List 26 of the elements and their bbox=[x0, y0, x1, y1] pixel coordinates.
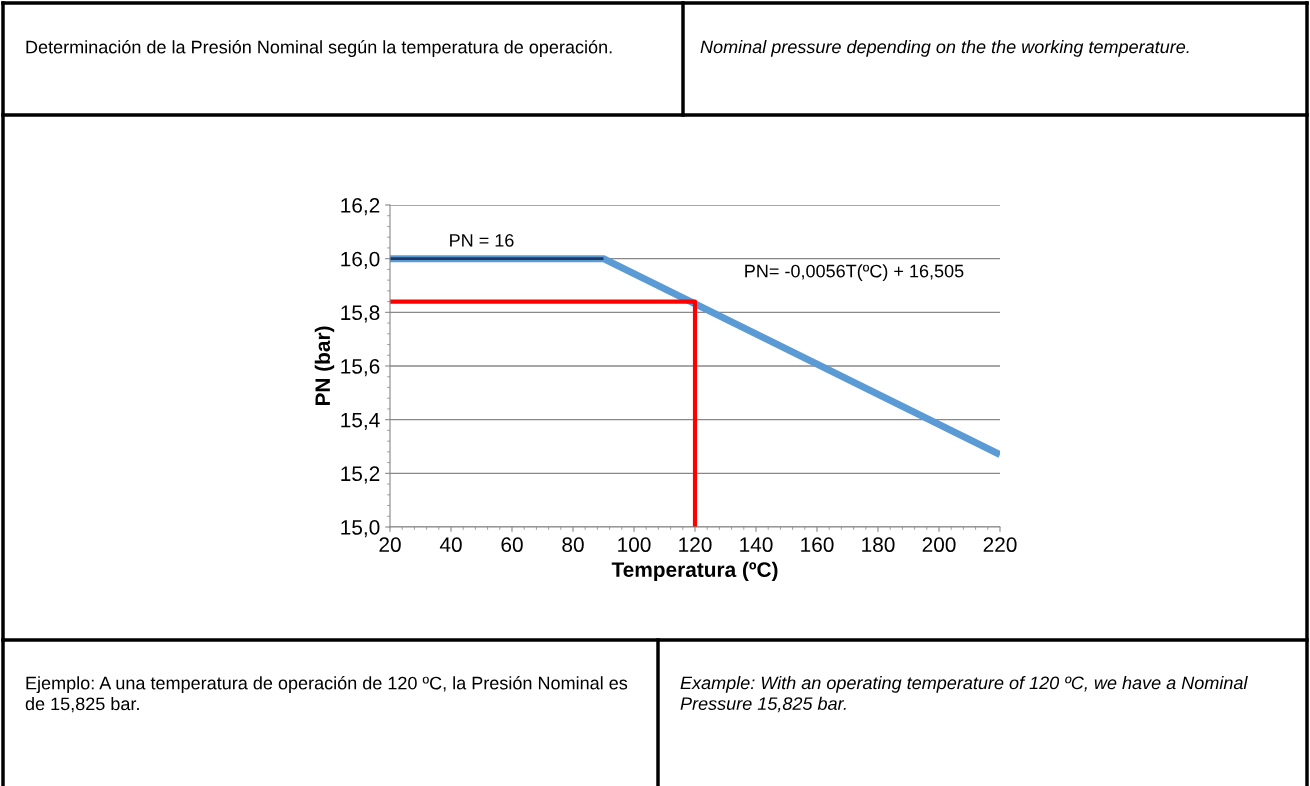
x-tick-label: 120 bbox=[679, 537, 712, 553]
chart-title: Determinación de la Presión Nominal según la temperatura de operación. bbox=[26, 40, 612, 58]
chart-subtitle: Nominal pressure depending on the the working temperature. bbox=[700, 40, 1189, 57]
y-tick-label: 15,8 bbox=[341, 305, 380, 323]
x-tick-label: 140 bbox=[740, 537, 773, 553]
x-tick-label: 200 bbox=[922, 537, 956, 553]
annotation: PN = 16 bbox=[450, 233, 514, 247]
annotation: PN= -0,0056T(ºC) + 16,505 bbox=[745, 264, 964, 282]
y-tick-label: 15,6 bbox=[341, 359, 380, 377]
x-tick-label: 80 bbox=[562, 537, 584, 553]
x-tick-label: 20 bbox=[379, 537, 401, 553]
y-tick-label: 15,2 bbox=[341, 466, 380, 484]
x-tick-label: 60 bbox=[501, 537, 523, 553]
y-tick-label: 15,4 bbox=[341, 412, 380, 430]
y-tick-label: 16,0 bbox=[341, 251, 380, 269]
x-tick-label: 40 bbox=[439, 537, 462, 553]
text: Ejemplo: A una temperatura de operación de 120 ºC, la Presión Nominal es de 15,825 bar. bbox=[25, 676, 628, 713]
y-tick-label: 16,2 bbox=[341, 198, 380, 216]
x-tick-label: 160 bbox=[801, 537, 834, 553]
x-tick-label: 180 bbox=[862, 537, 895, 553]
y-tick-label: 15,0 bbox=[341, 520, 380, 538]
x-tick-label: 220 bbox=[983, 537, 1017, 553]
y-axis-title: PN (bar) bbox=[314, 326, 335, 406]
text: Example: With an operating temperature of 120 ºC, we have a Nominal Pressure 15,825 bar. bbox=[680, 676, 1248, 713]
x-tick-label: 100 bbox=[618, 537, 651, 553]
x-axis-title: Temperatura (ºC) bbox=[611, 561, 778, 582]
